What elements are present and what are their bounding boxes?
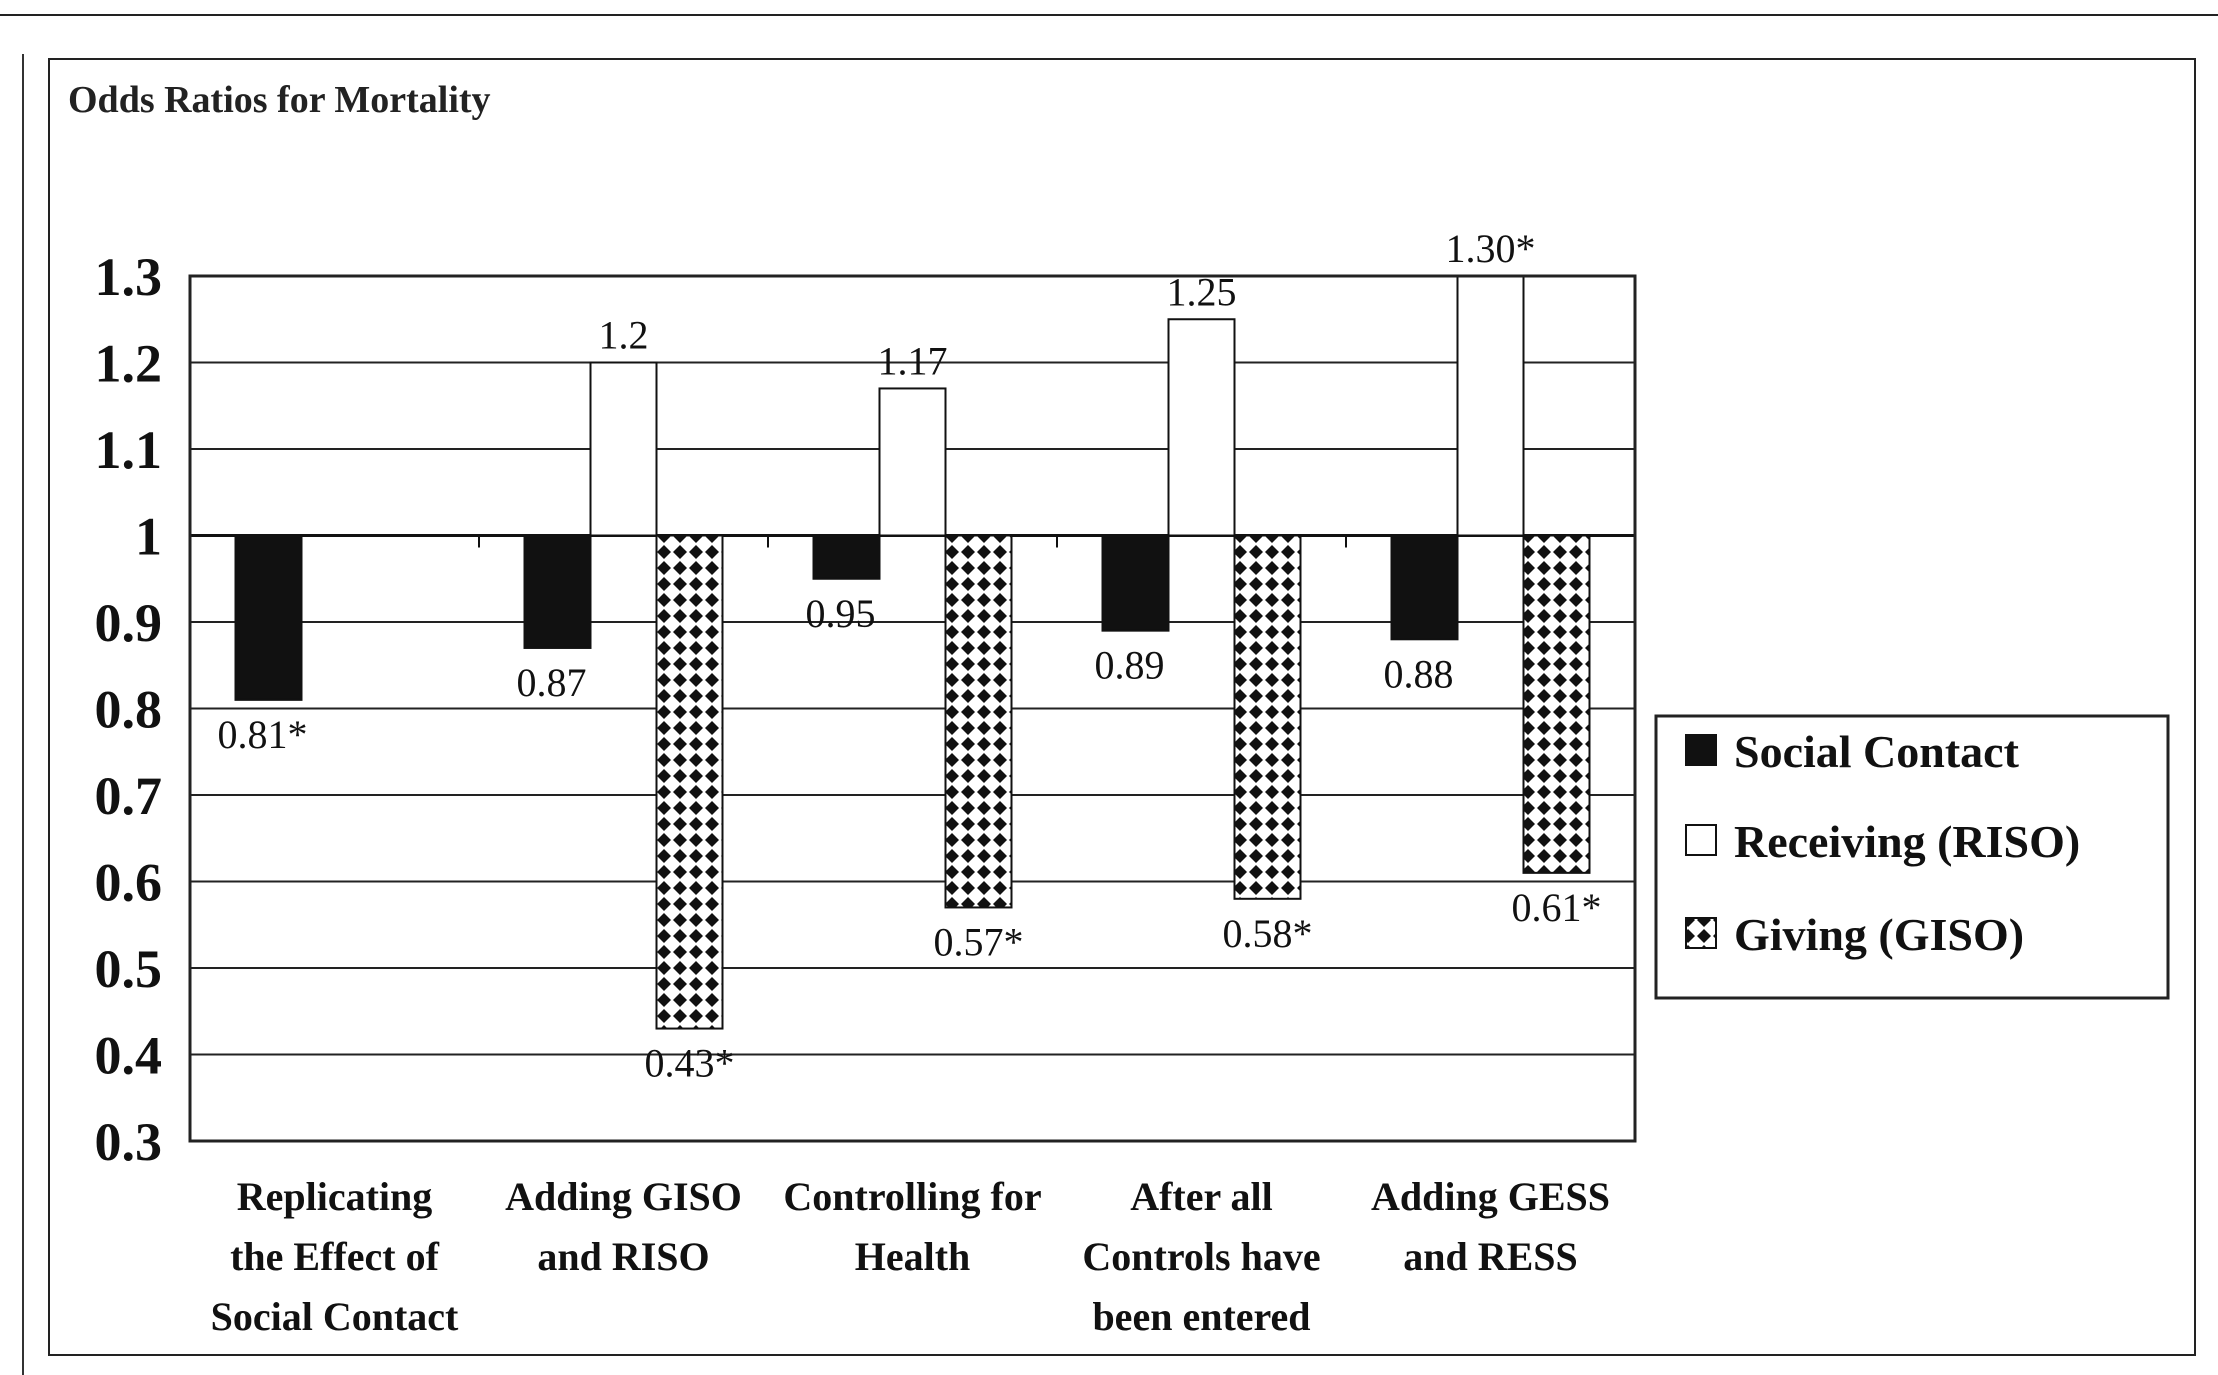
category-label: After all Controls have been entered (1082, 1174, 1320, 1339)
data-label: 0.87 (517, 660, 587, 705)
data-label: 1.17 (878, 338, 948, 383)
category-label-line: the Effect of (230, 1234, 439, 1279)
category-label-line: Replicating (237, 1174, 433, 1219)
bar (1233, 534, 1302, 900)
category-label: Replicating the Effect of Social Contact (211, 1174, 459, 1339)
data-label: 0.81* (218, 712, 308, 757)
data-label: 1.2 (599, 313, 649, 358)
legend-swatch (1685, 917, 1717, 949)
legend-box (1654, 714, 2170, 1000)
category-label-line: Controlling for (783, 1174, 1041, 1219)
chart-title: Odds Ratios for Mortality (68, 79, 491, 121)
bar (589, 361, 658, 537)
legend-label: Giving (GISO) (1734, 909, 2024, 960)
bar (812, 534, 881, 580)
legend-swatch (1685, 734, 1717, 766)
data-label: 0.61* (1512, 885, 1602, 930)
y-tick-label: 0.9 (95, 593, 163, 653)
category-label-line: Adding GESS (1371, 1174, 1610, 1219)
category-label-line: After all (1130, 1174, 1273, 1219)
legend: Social Contact Receiving (RISO) Giving (GI… (1654, 714, 2170, 1000)
y-tick-label: 0.8 (95, 680, 163, 740)
top-rule (0, 14, 2218, 16)
data-label: 0.89 (1095, 643, 1165, 688)
y-tick-label: 1.1 (95, 420, 163, 480)
data-label: 1.30* (1446, 226, 1536, 271)
category-label-line: Health (855, 1234, 971, 1279)
category-label: Adding GISO and RISO (505, 1174, 742, 1279)
y-tick-label: 1 (135, 507, 162, 567)
bar (1522, 534, 1591, 874)
data-label: 0.57* (934, 919, 1024, 964)
legend-swatch (1685, 824, 1717, 856)
category-label: Adding GESS and RESS (1371, 1174, 1610, 1279)
y-tick-label: 0.6 (95, 853, 163, 913)
category-label-line: and RESS (1403, 1234, 1578, 1279)
category-label: Controlling for Health (783, 1174, 1041, 1279)
y-tick-label: 0.7 (95, 766, 163, 826)
legend-label: Social Contact (1734, 726, 2020, 777)
category-label-line: Social Contact (211, 1294, 459, 1339)
bar (1101, 534, 1170, 632)
y-tick-label: 0.3 (95, 1112, 163, 1172)
plot-area: 1.3 1.2 1.1 1 0.9 0.8 0.7 0.6 0.5 0.4 0.3 0.81* 0.87… (95, 226, 1637, 1339)
category-label-line: Controls have (1082, 1234, 1320, 1279)
bar (1167, 318, 1236, 537)
bar (234, 534, 303, 701)
category-label-line: been entered (1092, 1294, 1310, 1339)
category-label-line: Adding GISO (505, 1174, 742, 1219)
y-tick-label: 1.3 (95, 247, 163, 307)
plot-border (188, 274, 1637, 1143)
bar (1456, 275, 1525, 537)
left-rule (22, 54, 24, 1375)
y-tick-label: 0.5 (95, 939, 163, 999)
data-label: 0.58* (1223, 911, 1313, 956)
bar (944, 534, 1013, 909)
chart-frame (48, 58, 2196, 1356)
y-tick-label: 0.4 (95, 1026, 163, 1086)
data-label: 0.95 (806, 591, 876, 636)
category-label-line: and RISO (537, 1234, 709, 1279)
bar (655, 534, 724, 1030)
bar (523, 534, 592, 649)
data-label: 0.88 (1384, 651, 1454, 696)
bar (878, 387, 947, 537)
y-tick-label: 1.2 (95, 334, 163, 394)
data-label: 0.43* (645, 1041, 735, 1086)
bar (1390, 534, 1459, 641)
legend-label: Receiving (RISO) (1734, 816, 2080, 867)
